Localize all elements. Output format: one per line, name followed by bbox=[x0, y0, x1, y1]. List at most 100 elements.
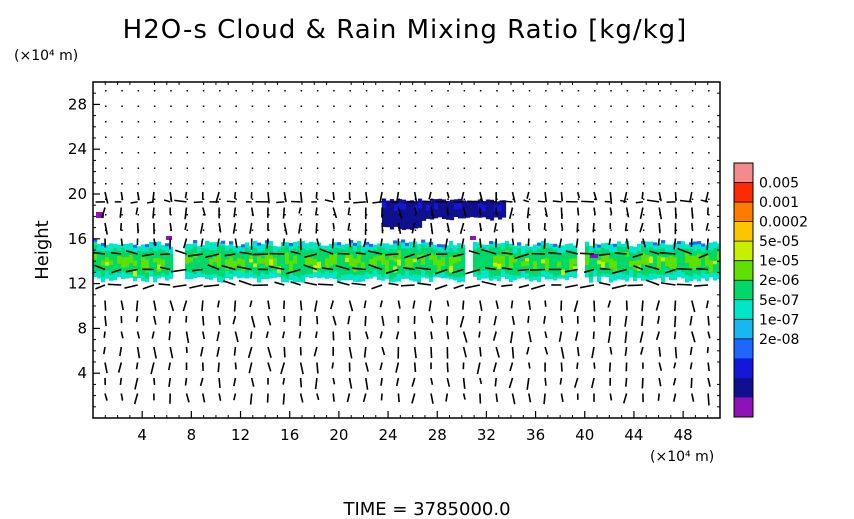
grid-dot bbox=[642, 105, 645, 107]
wind-vector bbox=[189, 284, 203, 289]
wind-vector bbox=[691, 222, 694, 230]
wind-vector bbox=[479, 377, 483, 385]
grid-dot bbox=[121, 229, 123, 231]
wind-vector bbox=[509, 331, 514, 344]
grid-dot bbox=[414, 152, 417, 154]
cloud-cell bbox=[433, 203, 439, 210]
cloud-cell bbox=[249, 258, 254, 263]
grid-dot bbox=[659, 152, 661, 154]
wind-vector bbox=[299, 191, 303, 203]
wind-vector bbox=[673, 238, 677, 250]
grid-dot bbox=[284, 214, 286, 216]
wind-vector bbox=[624, 315, 628, 327]
grid-dot bbox=[496, 214, 498, 216]
grid-dot bbox=[675, 152, 677, 154]
wind-vector bbox=[151, 331, 155, 339]
wind-vector bbox=[282, 207, 286, 219]
wind-vector bbox=[280, 362, 286, 375]
grid-dot bbox=[398, 90, 400, 92]
cloud-cell bbox=[625, 252, 630, 257]
wind-vector bbox=[314, 300, 318, 312]
wind-vector bbox=[411, 222, 416, 234]
wind-vector bbox=[379, 362, 383, 371]
cloud-cell bbox=[613, 260, 618, 273]
grid-dot bbox=[708, 229, 710, 231]
grid-dot bbox=[284, 167, 286, 169]
wind-vector bbox=[332, 393, 335, 402]
wind-vector bbox=[324, 199, 334, 203]
grid-dot bbox=[251, 198, 254, 200]
wind-vector bbox=[640, 346, 644, 355]
grid-dot bbox=[349, 167, 351, 169]
wind-vector bbox=[517, 268, 529, 272]
grid-dot bbox=[316, 136, 319, 138]
colorbar-label: 0.005 bbox=[759, 176, 799, 192]
cloud-cell bbox=[257, 256, 262, 264]
chart-title: H2O-s Cloud & Rain Mixing Ratio [kg/kg] bbox=[123, 15, 688, 45]
wind-vector bbox=[413, 331, 417, 340]
wind-vector bbox=[380, 238, 383, 247]
wind-vector bbox=[267, 315, 272, 326]
wind-vector bbox=[170, 268, 187, 273]
wind-vectors bbox=[93, 191, 711, 406]
colorbar-swatch bbox=[734, 221, 753, 242]
wind-vector bbox=[612, 268, 627, 275]
wind-vector bbox=[493, 222, 497, 233]
wind-vector bbox=[104, 300, 107, 311]
wind-vector bbox=[624, 331, 628, 344]
wind-vector bbox=[298, 207, 302, 214]
wind-vector bbox=[411, 393, 416, 404]
wind-vector bbox=[705, 300, 709, 309]
wind-vector bbox=[413, 191, 418, 203]
cloud-cell bbox=[369, 243, 374, 247]
cloud-cell bbox=[381, 254, 386, 265]
cloud-cell bbox=[169, 254, 174, 272]
grid-dot bbox=[528, 136, 531, 138]
grid-dot bbox=[349, 136, 351, 138]
cloud-cell bbox=[493, 255, 498, 268]
grid-dot bbox=[316, 90, 319, 92]
wind-vector bbox=[560, 362, 563, 372]
wind-vector bbox=[169, 300, 175, 312]
wind-vector bbox=[202, 331, 206, 340]
wind-vector bbox=[304, 253, 318, 259]
cloud-cell bbox=[241, 244, 246, 248]
cloud-cell bbox=[517, 248, 522, 276]
grid-dot bbox=[447, 214, 449, 216]
wind-vector bbox=[126, 250, 138, 255]
grid-dot bbox=[170, 105, 172, 107]
cloud-cell bbox=[457, 257, 462, 262]
wind-vector bbox=[202, 207, 206, 216]
cloud-cell bbox=[625, 246, 630, 276]
cloud-cell bbox=[717, 252, 720, 261]
grid-dot bbox=[447, 105, 449, 107]
cloud-cell bbox=[145, 259, 150, 273]
grid-dot bbox=[186, 105, 188, 107]
grid-dot bbox=[708, 214, 710, 216]
grid-dot bbox=[398, 198, 400, 200]
cloud-cell bbox=[713, 248, 718, 273]
cloud-cell bbox=[485, 250, 490, 271]
wind-vector bbox=[430, 315, 434, 324]
wind-vector bbox=[625, 207, 630, 218]
wind-vector bbox=[573, 300, 579, 313]
grid-dot bbox=[642, 198, 645, 200]
cloud-cell bbox=[289, 243, 294, 247]
x-tick-label: 8 bbox=[187, 426, 197, 444]
wind-vector bbox=[330, 300, 334, 310]
grid-dot bbox=[642, 152, 645, 154]
grid-dot bbox=[219, 121, 221, 123]
cloud-cell bbox=[393, 200, 399, 227]
grid-dot bbox=[137, 214, 140, 216]
wind-vector bbox=[94, 264, 106, 271]
grid-dot bbox=[496, 167, 498, 169]
wind-vector bbox=[429, 238, 432, 248]
wind-vector bbox=[658, 207, 663, 220]
wind-vector bbox=[479, 393, 482, 404]
grid-dot bbox=[708, 105, 710, 107]
wind-vector bbox=[142, 284, 155, 290]
cloud-cell bbox=[513, 253, 518, 276]
wind-vector bbox=[274, 281, 285, 286]
wind-vector bbox=[625, 238, 630, 250]
wind-vector bbox=[184, 377, 188, 386]
